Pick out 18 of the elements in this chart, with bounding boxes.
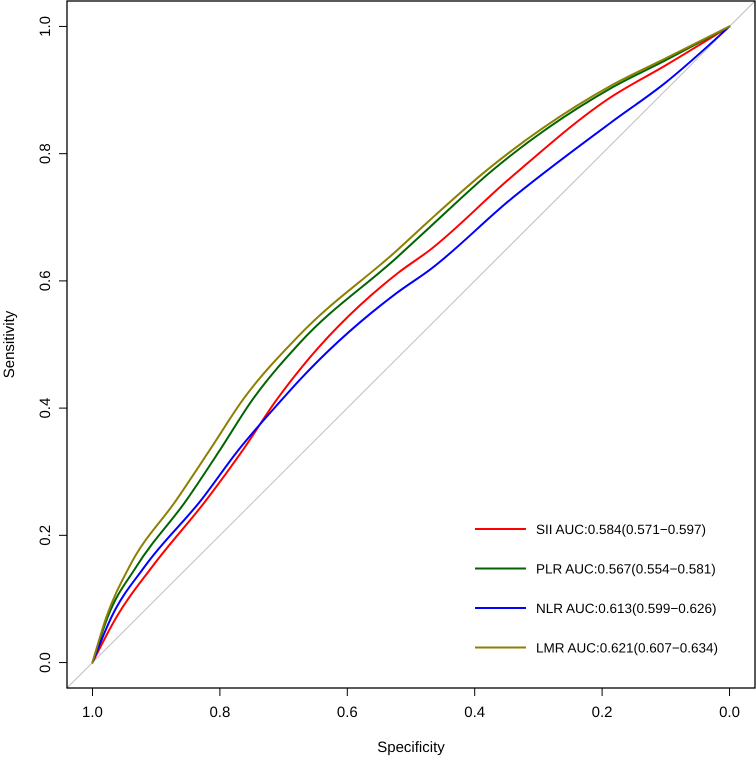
y-tick-label: 0.4: [37, 398, 54, 419]
y-tick-label: 0.0: [37, 652, 54, 673]
x-tick-label: 1.0: [82, 704, 103, 721]
y-axis-title: Sensitivity: [1, 310, 18, 378]
y-tick-label: 0.2: [37, 524, 54, 546]
x-tick-label: 0.0: [719, 704, 740, 721]
x-axis-title: Specificity: [377, 739, 446, 756]
y-tick-label: 0.6: [37, 270, 54, 292]
y-tick-label: 1.0: [37, 16, 54, 37]
legend-label: SII AUC:0.584(0.571−0.597): [536, 522, 706, 537]
x-tick-label: 0.8: [209, 704, 230, 721]
x-tick-label: 0.2: [592, 704, 613, 721]
y-tick-label: 0.8: [37, 143, 54, 164]
legend-label: LMR AUC:0.621(0.607−0.634): [536, 640, 718, 656]
legend-label: NLR AUC:0.613(0.599−0.626): [536, 601, 716, 616]
legend-label: PLR AUC:0.567(0.554−0.581): [536, 562, 716, 576]
x-tick-label: 0.6: [336, 704, 358, 721]
x-tick-label: 0.4: [464, 704, 486, 721]
